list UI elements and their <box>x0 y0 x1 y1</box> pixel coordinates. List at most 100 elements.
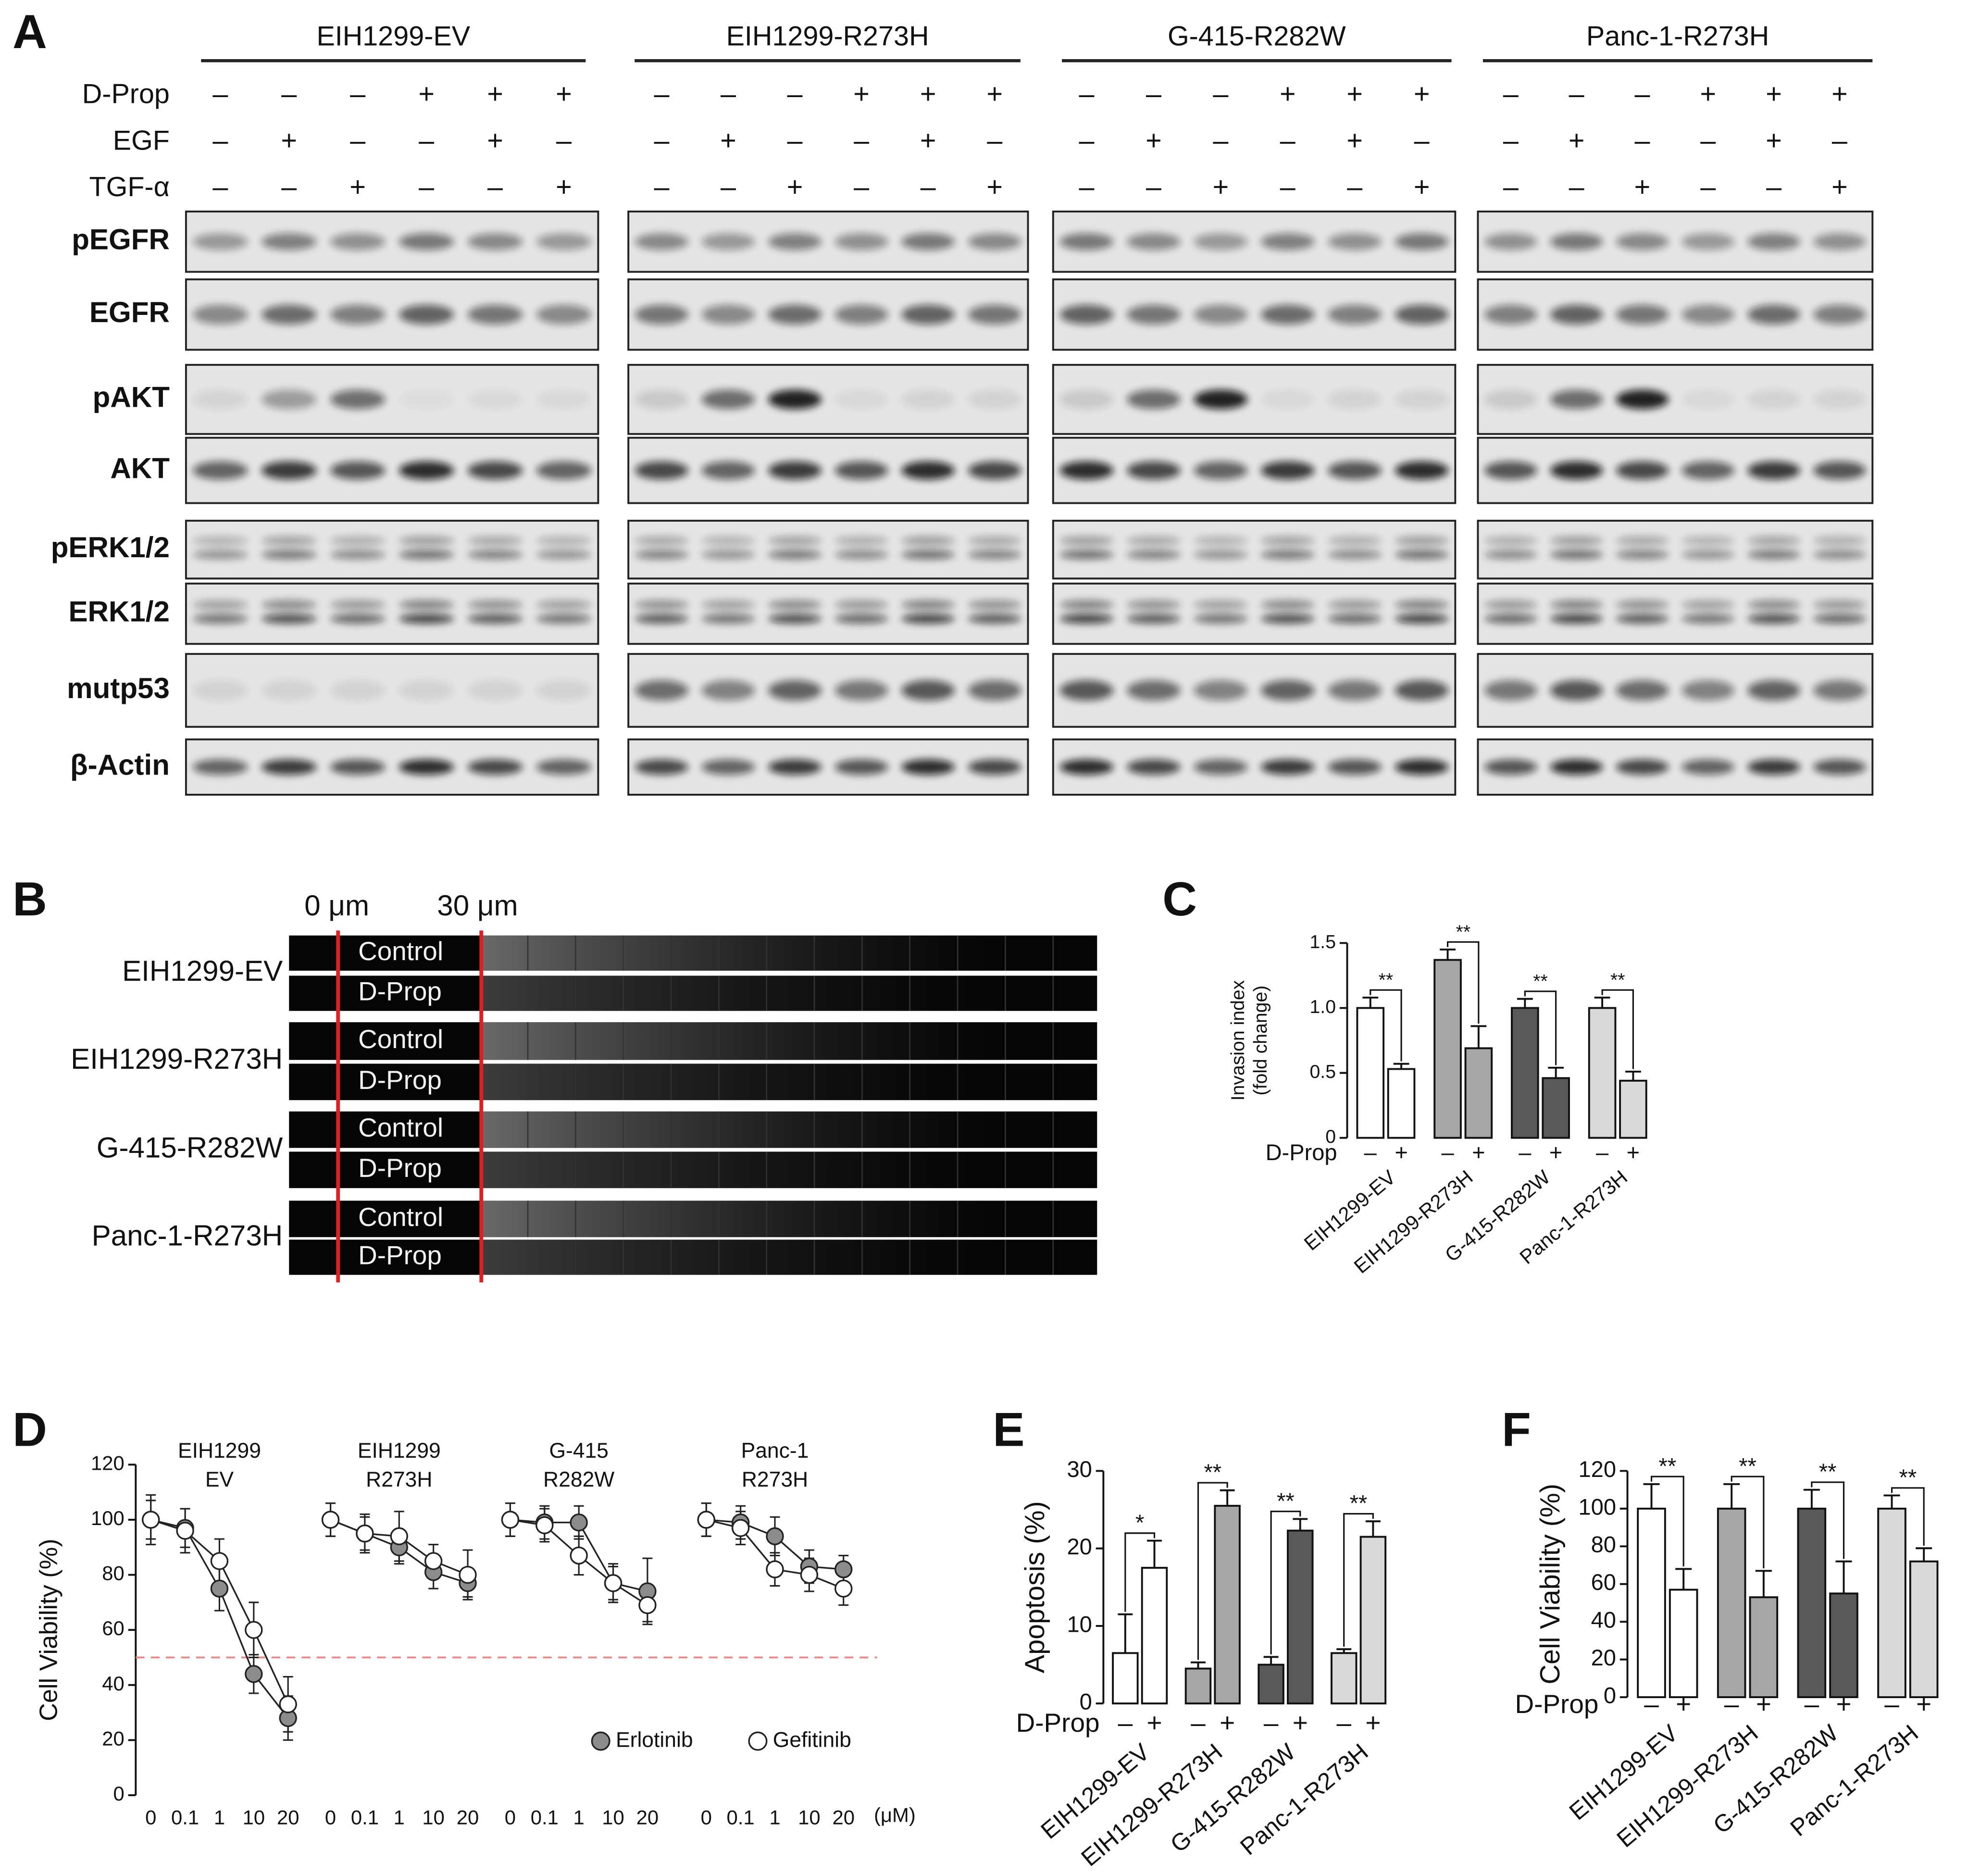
protein-label: mutp53 <box>67 672 170 704</box>
point <box>210 1552 229 1570</box>
band <box>901 461 955 480</box>
band <box>1328 461 1382 480</box>
blot-panel <box>1052 437 1457 504</box>
point <box>279 1695 297 1713</box>
band <box>1682 600 1735 610</box>
band <box>1550 680 1603 701</box>
bar <box>1637 1507 1666 1699</box>
y-axis-label: Cell Viability (%) <box>35 1538 62 1721</box>
treatment-sign: – <box>721 79 736 110</box>
migration-signal <box>481 1151 1009 1188</box>
treatment-sign: + <box>1346 125 1363 156</box>
blot-panel <box>185 363 599 435</box>
y-axis-label: (fold change) <box>1250 986 1271 1096</box>
point <box>245 1621 263 1639</box>
treatment-sign: + <box>1146 125 1162 156</box>
sign-label: – <box>1441 1139 1454 1165</box>
treatment-sign: – <box>1634 79 1650 110</box>
x-tick-label: 20 <box>636 1806 659 1829</box>
band <box>1813 233 1866 250</box>
band <box>1261 461 1315 480</box>
blot-panel <box>185 278 599 351</box>
treatment-sign: + <box>1634 172 1651 202</box>
band <box>1328 613 1382 624</box>
band <box>1395 536 1449 546</box>
band <box>330 233 386 250</box>
band <box>536 550 592 560</box>
band <box>768 233 822 250</box>
band <box>768 536 822 546</box>
scale-label: 30 μm <box>437 889 518 922</box>
point <box>501 1511 520 1529</box>
band <box>467 536 523 546</box>
panel-letter: B <box>12 873 47 926</box>
treatment-sign: – <box>1766 172 1781 202</box>
band <box>1616 759 1669 775</box>
sign-label: + <box>1549 1139 1562 1165</box>
band <box>399 233 454 250</box>
band <box>1813 550 1866 560</box>
band <box>467 389 523 409</box>
band <box>835 680 888 701</box>
significance-bracket <box>1446 941 1480 1024</box>
group-title: EIH1299 <box>358 1439 441 1463</box>
band <box>262 233 317 250</box>
band <box>701 759 755 775</box>
y-tick-label: 100 <box>1578 1494 1616 1519</box>
x-tick-label: 10 <box>422 1806 445 1829</box>
row-label: D-Prop <box>1016 1708 1100 1738</box>
y-tick-label: 40 <box>1591 1607 1616 1633</box>
treatment-sign: + <box>720 125 736 156</box>
treatment-sign: – <box>1079 172 1095 202</box>
band <box>701 461 755 480</box>
y-tick-label: 1.5 <box>1310 932 1336 952</box>
treatment-sign: – <box>1503 125 1519 156</box>
band <box>536 304 592 325</box>
blot-panel <box>185 520 599 580</box>
scale-label: 0 μm <box>304 889 369 922</box>
treatment-sign: – <box>1146 79 1161 110</box>
bar <box>1511 1007 1539 1139</box>
band <box>193 461 248 480</box>
blot-panel <box>1052 582 1457 645</box>
band <box>262 304 317 325</box>
band <box>1261 759 1315 775</box>
protein-label: pEGFR <box>72 224 170 256</box>
band <box>193 759 248 775</box>
band <box>1747 233 1800 250</box>
sign-label: – <box>1191 1708 1206 1738</box>
point <box>731 1519 750 1537</box>
condition-label: Control <box>358 1113 443 1142</box>
bar <box>1258 1663 1284 1705</box>
panel-letter: A <box>12 5 47 59</box>
treatment-sign: + <box>487 79 503 110</box>
group-title: R282W <box>543 1468 614 1491</box>
band <box>968 600 1021 610</box>
band <box>536 680 592 701</box>
band <box>1616 600 1669 610</box>
band <box>536 613 592 624</box>
band <box>1484 613 1537 624</box>
blot-panel <box>1052 278 1457 351</box>
significance: * <box>1135 1510 1144 1535</box>
migration-signal <box>481 1063 1009 1101</box>
band <box>968 304 1021 325</box>
bar <box>1797 1507 1827 1699</box>
band <box>1484 461 1537 480</box>
point <box>245 1665 263 1683</box>
treatment-sign: – <box>1280 172 1295 202</box>
treatment-sign: + <box>853 79 870 110</box>
group-title: R273H <box>742 1468 808 1491</box>
band <box>1261 680 1315 701</box>
band <box>1261 600 1315 610</box>
band <box>1682 680 1735 701</box>
bar <box>1619 1079 1647 1139</box>
cell-line-header: EIH1299-R273H <box>726 21 929 51</box>
panel-letter: D <box>12 1403 47 1456</box>
band <box>1550 759 1603 775</box>
group-title: G-415 <box>549 1439 609 1463</box>
band <box>1813 461 1866 480</box>
protein-label: ERK1/2 <box>68 595 169 627</box>
sign-label: – <box>1519 1139 1532 1165</box>
bar <box>1112 1652 1139 1705</box>
